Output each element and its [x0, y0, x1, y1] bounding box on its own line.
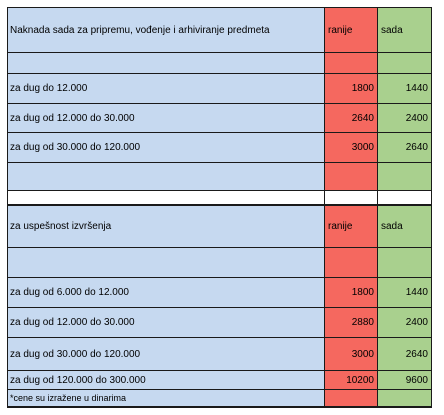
table-row: za dug od 12.000 do 30.000 2640 2400 [7, 104, 432, 133]
spacer-row [7, 191, 432, 205]
new-price: 2400 [378, 308, 432, 337]
table2-empty-row [7, 248, 432, 278]
new-price: 9600 [378, 371, 432, 389]
old-price: 3000 [325, 338, 378, 370]
new-price: 1440 [378, 74, 432, 103]
price-table-sheet: Naknada sada za pripremu, vođenje i arhi… [7, 7, 432, 407]
old-price: 3000 [325, 133, 378, 162]
row-label: za dug do 12.000 [7, 74, 325, 103]
new-price: 2640 [378, 338, 432, 370]
row-label: za dug od 30.000 do 120.000 [7, 133, 325, 162]
old-price: 10200 [325, 371, 378, 389]
table2-header-new: sada [378, 205, 432, 247]
table1-header-old: ranije [325, 8, 378, 52]
table1-empty-row [7, 163, 432, 191]
table1-empty-row [7, 53, 432, 74]
row-label: za dug od 12.000 do 30.000 [7, 104, 325, 132]
old-price: 1800 [325, 278, 378, 307]
empty-cell [325, 390, 378, 406]
table2-header-label: za uspešnost izvršenja [7, 205, 325, 247]
table2-header-row: za uspešnost izvršenja ranije sada [7, 205, 432, 248]
table-row: za dug od 12.000 do 30.000 2880 2400 [7, 308, 432, 338]
new-price: 2400 [378, 104, 432, 132]
empty-cell [325, 163, 378, 190]
note-row: *cene su izražene u dinarima [7, 390, 432, 407]
price-note: *cene su izražene u dinarima [7, 390, 325, 406]
row-label: za dug od 12.000 do 30.000 [7, 308, 325, 337]
empty-cell [378, 53, 432, 73]
empty-cell [378, 191, 432, 204]
new-price: 1440 [378, 278, 432, 307]
table-row: za dug od 120.000 do 300.000 10200 9600 [7, 371, 432, 390]
empty-cell [325, 53, 378, 73]
table2-header-old: ranije [325, 205, 378, 247]
table-row: za dug od 30.000 do 120.000 3000 2640 [7, 133, 432, 163]
empty-cell [7, 53, 325, 73]
table-row: za dug od 6.000 do 12.000 1800 1440 [7, 278, 432, 308]
table1-header-new: sada [378, 8, 432, 52]
table-row: za dug od 30.000 do 120.000 3000 2640 [7, 338, 432, 371]
empty-cell [7, 163, 325, 190]
row-label: za dug od 30.000 do 120.000 [7, 338, 325, 370]
table-row: za dug do 12.000 1800 1440 [7, 74, 432, 104]
empty-cell [7, 248, 325, 277]
row-label: za dug od 6.000 do 12.000 [7, 278, 325, 307]
empty-cell [325, 191, 379, 204]
old-price: 2640 [325, 104, 378, 132]
old-price: 2880 [325, 308, 378, 337]
row-label: za dug od 120.000 do 300.000 [7, 371, 325, 389]
new-price: 2640 [378, 133, 432, 162]
old-price: 1800 [325, 74, 378, 103]
empty-cell [378, 163, 432, 190]
empty-cell [378, 248, 432, 277]
empty-cell [378, 390, 432, 406]
empty-cell [325, 248, 378, 277]
table1-header-row: Naknada sada za pripremu, vođenje i arhi… [7, 7, 432, 53]
empty-cell [8, 191, 326, 204]
table1-header-label: Naknada sada za pripremu, vođenje i arhi… [7, 8, 325, 52]
